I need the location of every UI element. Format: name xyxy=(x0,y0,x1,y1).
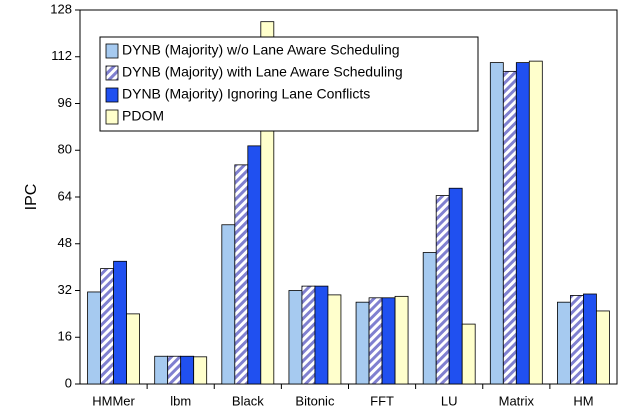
legend-swatch xyxy=(105,109,119,125)
bar xyxy=(596,310,610,385)
bar xyxy=(327,294,342,385)
legend-label: DYNB (Majority) with Lane Aware Scheduli… xyxy=(122,64,403,80)
x-tick-label: LU xyxy=(441,393,458,408)
y-tick-label: 112 xyxy=(51,48,72,63)
bar xyxy=(180,355,195,385)
bar xyxy=(448,187,463,385)
y-tick-label: 16 xyxy=(58,329,72,344)
bar xyxy=(502,70,517,385)
bar xyxy=(557,301,571,385)
bar xyxy=(515,62,530,385)
y-axis-label: IPC xyxy=(23,184,40,211)
legend-swatch xyxy=(105,65,119,81)
x-tick-label: FFT xyxy=(370,393,394,408)
y-tick-label: 32 xyxy=(58,282,72,297)
bar xyxy=(435,195,450,385)
legend-label: PDOM xyxy=(122,108,164,124)
bar xyxy=(301,285,316,385)
legend-box xyxy=(99,36,479,132)
bar xyxy=(288,290,303,385)
x-tick-label: Black xyxy=(232,393,264,408)
bar xyxy=(570,295,584,385)
bar xyxy=(193,356,208,385)
legend-label: DYNB (Majority) Ignoring Lane Conflicts xyxy=(122,86,370,102)
y-tick-label: 96 xyxy=(58,95,72,110)
y-tick-label: 48 xyxy=(58,235,72,250)
bar xyxy=(583,293,597,385)
bar xyxy=(355,301,370,385)
bar xyxy=(247,145,262,385)
x-tick-label: HMMer xyxy=(92,393,135,408)
legend-swatch xyxy=(105,87,119,103)
x-tick-label: HM xyxy=(573,393,593,408)
bar xyxy=(461,323,476,385)
x-tick-label: Bitonic xyxy=(295,393,335,408)
bar xyxy=(167,355,182,385)
bar xyxy=(422,252,437,385)
y-tick-label: 0 xyxy=(65,375,72,390)
bar xyxy=(100,268,114,385)
bar xyxy=(87,291,101,385)
bar xyxy=(394,295,409,385)
bar xyxy=(113,260,127,385)
legend-swatch xyxy=(105,43,119,59)
y-tick-label: 80 xyxy=(58,142,72,157)
bar xyxy=(314,285,329,385)
bar xyxy=(126,313,140,385)
bar xyxy=(234,164,249,385)
bar xyxy=(368,297,383,385)
bar xyxy=(154,355,169,385)
bar xyxy=(528,60,543,385)
bar xyxy=(221,224,236,385)
y-tick-label: 64 xyxy=(58,188,72,203)
legend-label: DYNB (Majority) w/o Lane Aware Schedulin… xyxy=(122,42,400,58)
bar xyxy=(489,62,504,385)
bar xyxy=(381,297,396,385)
y-tick-label: 128 xyxy=(50,1,72,16)
x-tick-label: lbm xyxy=(170,393,191,408)
x-tick-label: Matrix xyxy=(499,393,535,408)
